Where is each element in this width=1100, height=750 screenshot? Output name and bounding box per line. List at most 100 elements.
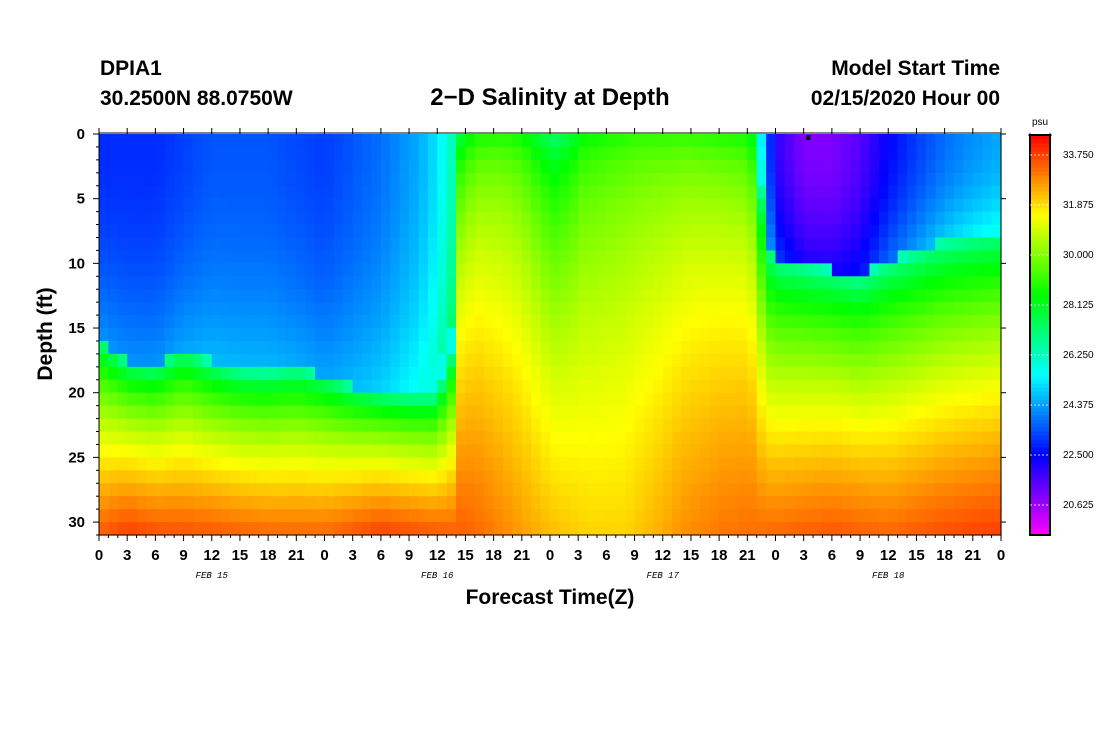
heatmap-cell	[324, 276, 335, 290]
heatmap-cell	[709, 509, 720, 523]
heatmap-cell	[512, 457, 523, 471]
heatmap-cell	[944, 522, 955, 536]
heatmap-cell	[362, 315, 373, 329]
heatmap-cell	[653, 483, 664, 497]
heatmap-cell	[521, 315, 532, 329]
heatmap-cell	[643, 379, 654, 394]
heatmap-cell	[925, 340, 936, 355]
heatmap-cell	[465, 237, 476, 252]
heatmap-cell	[766, 483, 777, 497]
heatmap-cell	[728, 444, 739, 458]
heatmap-cell	[286, 405, 297, 420]
heatmap-cell	[211, 263, 222, 277]
heatmap-cell	[643, 470, 654, 484]
heatmap-cell	[221, 185, 232, 200]
heatmap-cell	[916, 224, 927, 239]
heatmap-cell	[916, 146, 927, 161]
heatmap-cell	[728, 418, 739, 433]
heatmap-cell	[991, 328, 1002, 342]
heatmap-cell	[493, 198, 504, 213]
heatmap-cell	[653, 340, 664, 355]
heatmap-cell	[916, 444, 927, 458]
heatmap-cell	[296, 224, 307, 239]
heatmap-cell	[258, 237, 269, 252]
heatmap-cell	[916, 353, 927, 368]
heatmap-cell	[841, 302, 852, 316]
heatmap-cell	[775, 211, 786, 226]
heatmap-cell	[700, 263, 711, 277]
heatmap-cell	[221, 276, 232, 290]
colorbar-swatch	[1030, 219, 1050, 224]
heatmap-cell	[634, 263, 645, 277]
heatmap-cell	[390, 289, 401, 303]
heatmap-cell	[164, 328, 175, 342]
heatmap-cell	[925, 379, 936, 394]
heatmap-cell	[305, 483, 316, 497]
heatmap-cell	[512, 353, 523, 368]
heatmap-cell	[192, 444, 203, 458]
heatmap-cell	[963, 457, 974, 471]
heatmap-cell	[239, 250, 250, 264]
heatmap-cell	[578, 224, 589, 239]
heatmap-cell	[456, 159, 467, 174]
heatmap-cell	[925, 237, 936, 252]
heatmap-cell	[700, 405, 711, 420]
heatmap-cell	[484, 185, 495, 200]
heatmap-cell	[982, 457, 993, 471]
heatmap-cell	[183, 457, 194, 471]
heatmap-cell	[925, 276, 936, 290]
heatmap-cell	[653, 185, 664, 200]
colorbar-swatch	[1030, 435, 1050, 440]
heatmap-cell	[991, 237, 1002, 252]
heatmap-cell	[239, 302, 250, 316]
heatmap-cell	[709, 418, 720, 433]
heatmap-cell	[803, 302, 814, 316]
colorbar-swatch	[1030, 247, 1050, 252]
heatmap-cell	[418, 146, 429, 161]
heatmap-cell	[324, 470, 335, 484]
heatmap-cell	[841, 224, 852, 239]
heatmap-cell	[634, 418, 645, 433]
heatmap-cell	[925, 172, 936, 187]
heatmap-cell	[681, 198, 692, 213]
heatmap-cell	[324, 431, 335, 446]
heatmap-cell	[409, 134, 420, 148]
heatmap-cell	[239, 211, 250, 226]
heatmap-cell	[860, 250, 871, 264]
heatmap-cell	[907, 237, 918, 252]
surface-marker-square	[806, 135, 811, 140]
heatmap-cell	[662, 509, 673, 523]
heatmap-cell	[540, 289, 551, 303]
heatmap-cell	[634, 379, 645, 394]
heatmap-cell	[568, 185, 579, 200]
heatmap-cell	[756, 353, 767, 368]
heatmap-cell	[972, 250, 983, 264]
heatmap-cell	[117, 211, 128, 226]
heatmap-cell	[587, 444, 598, 458]
heatmap-cell	[550, 302, 560, 316]
heatmap-cell	[305, 470, 316, 484]
heatmap-cell	[963, 302, 974, 316]
heatmap-cell	[249, 289, 260, 303]
colorbar-swatch	[1030, 379, 1050, 384]
heatmap-cell	[916, 289, 927, 303]
heatmap-cell	[286, 276, 297, 290]
heatmap-cell	[465, 483, 476, 497]
heatmap-cell	[766, 509, 777, 523]
heatmap-cell	[596, 224, 607, 239]
heatmap-cell	[296, 340, 307, 355]
heatmap-cell	[672, 172, 683, 187]
heatmap-cell	[258, 134, 269, 148]
colorbar-swatch	[1030, 307, 1050, 312]
heatmap-cell	[512, 263, 523, 277]
heatmap-cell	[437, 198, 448, 213]
heatmap-cell	[540, 172, 551, 187]
heatmap-cell	[446, 366, 457, 381]
heatmap-cell	[456, 224, 467, 239]
heatmap-cell	[850, 353, 861, 368]
heatmap-cell	[559, 211, 570, 226]
heatmap-cell	[99, 431, 109, 446]
heatmap-cell	[211, 146, 222, 161]
heatmap-cell	[662, 522, 673, 536]
